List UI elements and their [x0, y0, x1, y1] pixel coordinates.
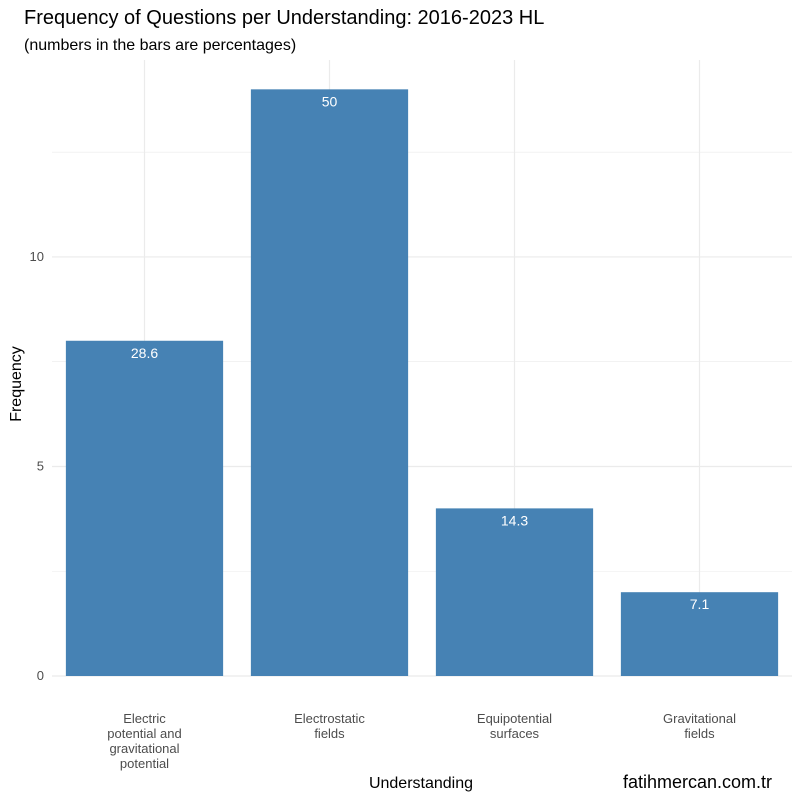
bar-value-label: 14.3	[501, 512, 528, 528]
x-tick-label: Equipotential surfaces	[477, 711, 552, 741]
y-tick-label: 5	[37, 458, 44, 473]
chart-title: Frequency of Questions per Understanding…	[24, 7, 544, 29]
bars	[65, 89, 779, 677]
x-tick-label: Gravitational fields	[663, 711, 736, 741]
x-axis-ticks: Electric potential and gravitational potent…	[107, 711, 736, 771]
bar	[620, 592, 779, 676]
y-axis-ticks: 0 5 10	[30, 249, 44, 683]
y-axis-title: Frequency	[8, 346, 25, 422]
bar-value-label: 28.6	[131, 345, 158, 361]
bar	[250, 89, 409, 677]
y-tick-label: 10	[30, 249, 44, 264]
x-tick-label: Electric potential and gravitational potent…	[107, 711, 181, 771]
x-tick-label: Electrostatic fields	[294, 711, 365, 741]
bar	[65, 340, 224, 676]
chart-caption: fatihmercan.com.tr	[623, 772, 772, 792]
bar	[435, 508, 594, 676]
y-tick-label: 0	[37, 668, 44, 683]
bar-labels: 28.6 50 14.3 7.1	[131, 93, 710, 612]
bar-value-label: 7.1	[690, 596, 710, 612]
chart-subtitle: (numbers in the bars are percentages)	[24, 37, 296, 54]
bar-value-label: 50	[322, 93, 338, 109]
x-axis-title: Understanding	[369, 775, 473, 792]
